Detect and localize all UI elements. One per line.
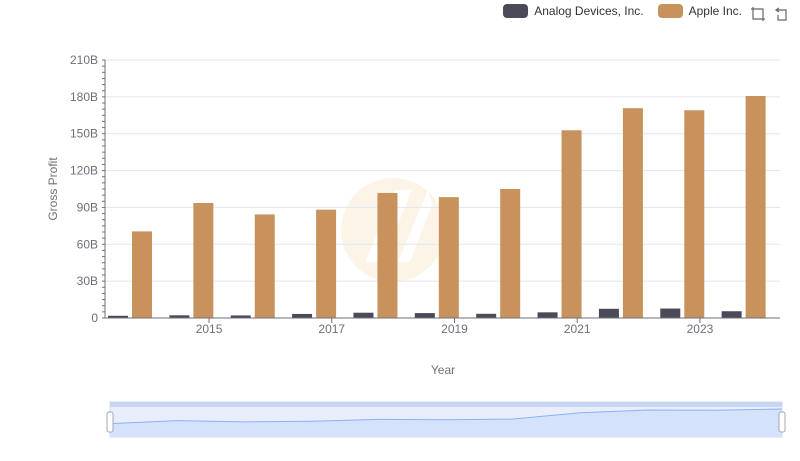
bar-analog-devices-2021[interactable]	[537, 312, 558, 318]
bar-apple-2014[interactable]	[132, 231, 152, 318]
bar-apple-2021[interactable]	[561, 130, 582, 318]
y-tick-label: 210B	[70, 53, 98, 67]
restore-icon[interactable]	[774, 6, 790, 22]
slider-preview-area	[110, 409, 782, 437]
legend-swatch-apple	[657, 4, 683, 18]
y-tick-label: 90B	[77, 200, 98, 214]
legend-item-apple[interactable]: Apple Inc.	[657, 4, 742, 18]
slider-handle-start[interactable]	[106, 411, 114, 433]
bar-apple-2023[interactable]	[684, 110, 705, 319]
bar-apple-2022[interactable]	[622, 108, 643, 318]
legend: Analog Devices, Inc. Apple Inc.	[503, 4, 742, 18]
y-tick-label: 180B	[70, 90, 98, 104]
bar-apple-2018[interactable]	[377, 192, 398, 318]
bar-apple-2016[interactable]	[254, 214, 275, 318]
x-tick-label: 2015	[196, 322, 223, 336]
y-axis-title: Gross Profit	[46, 157, 60, 221]
bar-analog-devices-2015[interactable]	[169, 315, 190, 318]
bar-analog-devices-2024[interactable]	[721, 311, 742, 318]
axes: 0 30B 60B 90B 120B 150B 180B 210B 2015 2017 2019 20…	[70, 53, 780, 336]
bar-analog-devices-2022[interactable]	[598, 308, 619, 318]
x-tick-label: 2017	[318, 322, 345, 336]
x-tick-label: 2021	[564, 322, 591, 336]
bar-analog-devices-2018[interactable]	[353, 312, 374, 318]
toolbox	[750, 6, 790, 22]
bars	[108, 95, 766, 319]
slider-move-handle[interactable]	[110, 402, 782, 407]
legend-label-apple: Apple Inc.	[688, 4, 742, 18]
bar-analog-devices-2016[interactable]	[230, 315, 251, 318]
legend-label-analog-devices: Analog Devices, Inc.	[534, 4, 644, 18]
y-tick-label: 0	[91, 311, 98, 325]
bar-apple-2020[interactable]	[500, 189, 521, 318]
bar-apple-2019[interactable]	[438, 197, 459, 318]
x-tick-label: 2023	[687, 322, 714, 336]
bar-apple-2017[interactable]	[316, 209, 337, 318]
bar-analog-devices-2017[interactable]	[292, 313, 313, 318]
zoom-icon[interactable]	[750, 6, 766, 22]
bar-analog-devices-2019[interactable]	[414, 313, 435, 318]
x-tick-label: 2019	[441, 322, 468, 336]
x-axis-title: Year	[431, 363, 455, 377]
legend-swatch-analog-devices	[503, 4, 529, 18]
bar-analog-devices-2023[interactable]	[660, 308, 681, 318]
slider-handle-end[interactable]	[778, 411, 786, 433]
y-tick-label: 120B	[70, 164, 98, 178]
y-tick-label: 150B	[70, 127, 98, 141]
bar-analog-devices-2020[interactable]	[476, 313, 497, 318]
data-zoom-slider[interactable]	[106, 401, 786, 438]
bar-analog-devices-2014[interactable]	[108, 315, 128, 318]
legend-item-analog-devices[interactable]: Analog Devices, Inc.	[503, 4, 644, 18]
bar-apple-2024[interactable]	[745, 95, 766, 318]
y-tick-label: 30B	[77, 274, 98, 288]
bar-apple-2015[interactable]	[193, 203, 214, 318]
y-tick-label: 60B	[77, 237, 98, 251]
slider-preview-line	[109, 408, 783, 425]
